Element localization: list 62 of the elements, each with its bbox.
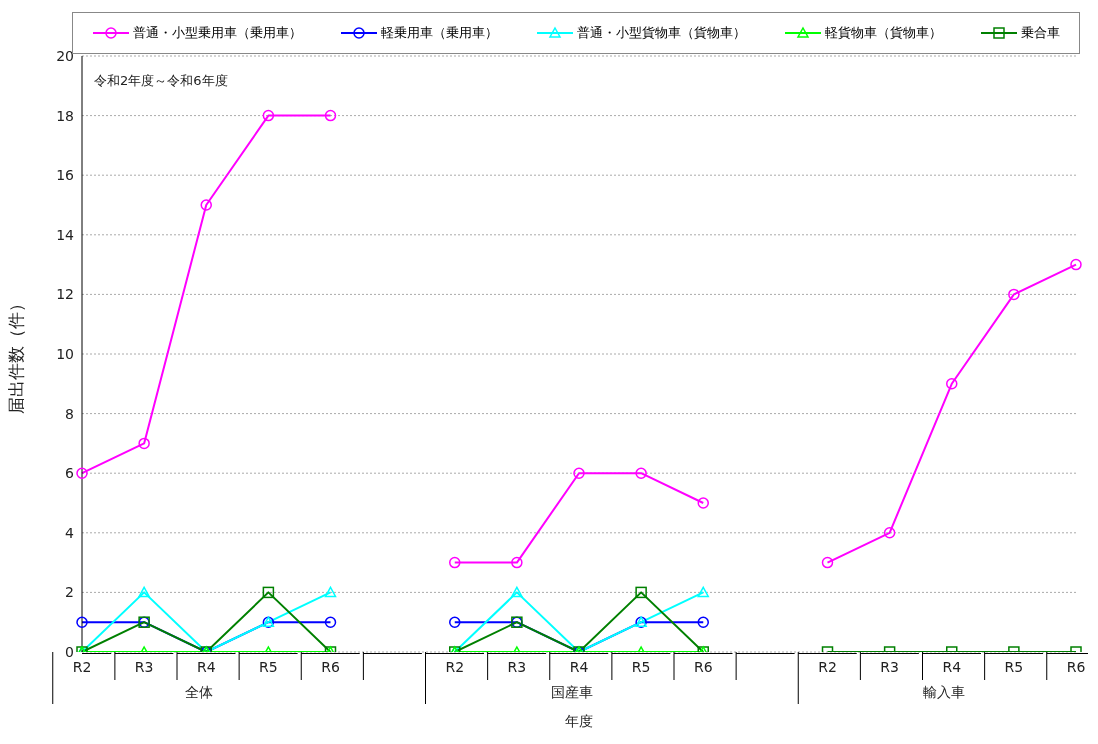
x-tick-label: R2 — [445, 659, 465, 675]
annotation: 令和2年度～令和6年度 — [94, 72, 228, 90]
x-tick-label: R5 — [1004, 659, 1024, 675]
point — [821, 556, 834, 569]
y-tick-label: 6 — [65, 465, 75, 482]
y-tick-label: 18 — [56, 107, 74, 124]
x-tick-label: R3 — [507, 659, 527, 675]
x-tick-label: R6 — [321, 659, 340, 675]
point — [635, 586, 647, 599]
point — [324, 109, 337, 122]
x-tick-label: R6 — [1066, 659, 1086, 675]
y-tick-label: 0 — [65, 643, 74, 660]
x-axis-title: 年度 — [565, 713, 593, 729]
legend-label: 軽貨物車（貨物車） — [824, 24, 942, 42]
point — [449, 556, 461, 569]
point — [324, 616, 337, 628]
x-tick-label: R4 — [196, 659, 216, 675]
y-tick-label: 8 — [65, 405, 74, 422]
x-tick-label: R3 — [134, 659, 154, 675]
y-tick-label: 14 — [56, 226, 75, 243]
point — [262, 586, 275, 599]
y-tick-label: 12 — [56, 286, 74, 303]
x-tick-label: R4 — [942, 659, 962, 675]
y-tick-label: 10 — [56, 345, 74, 362]
text: 全体 — [184, 684, 213, 700]
x-tick-label: R3 — [880, 659, 899, 675]
point — [138, 586, 150, 598]
point — [76, 467, 88, 479]
y-tick-label: 16 — [56, 167, 75, 184]
point — [324, 586, 337, 598]
point — [697, 497, 709, 509]
point — [697, 616, 709, 628]
point — [449, 616, 461, 628]
x-tick-label: R5 — [631, 659, 651, 675]
x-tick-label: R2 — [72, 659, 92, 675]
text: 国産車 — [550, 684, 593, 700]
x-tick-label: R6 — [693, 659, 713, 675]
x-tick-label: R2 — [818, 659, 837, 675]
y-tick-label: 4 — [65, 524, 75, 541]
point — [946, 378, 958, 390]
point — [262, 109, 275, 122]
point — [635, 467, 647, 479]
point — [511, 586, 523, 598]
point — [200, 199, 212, 211]
point — [1008, 288, 1020, 301]
y-tick-label: 2 — [65, 584, 74, 601]
point — [697, 586, 709, 598]
legend-label: 普通・小型乗用車（乗用車） — [132, 24, 302, 42]
legend-label: 軽乗用車（乗用車） — [380, 24, 498, 42]
point — [138, 437, 150, 450]
point — [883, 527, 896, 539]
point — [511, 556, 523, 569]
x-tick-label: R5 — [259, 659, 278, 675]
x-tick-label: R4 — [569, 659, 589, 675]
point — [1070, 258, 1082, 271]
legend-label: 普通・小型貨物車（貨物車） — [576, 24, 746, 42]
point — [76, 616, 88, 628]
point — [573, 467, 585, 479]
y-axis-title: 届出件数（件） — [6, 294, 27, 414]
text: 輸入車 — [923, 684, 966, 700]
y-tick-label: 20 — [56, 47, 74, 64]
legend-label: 乗合車 — [1020, 24, 1060, 42]
